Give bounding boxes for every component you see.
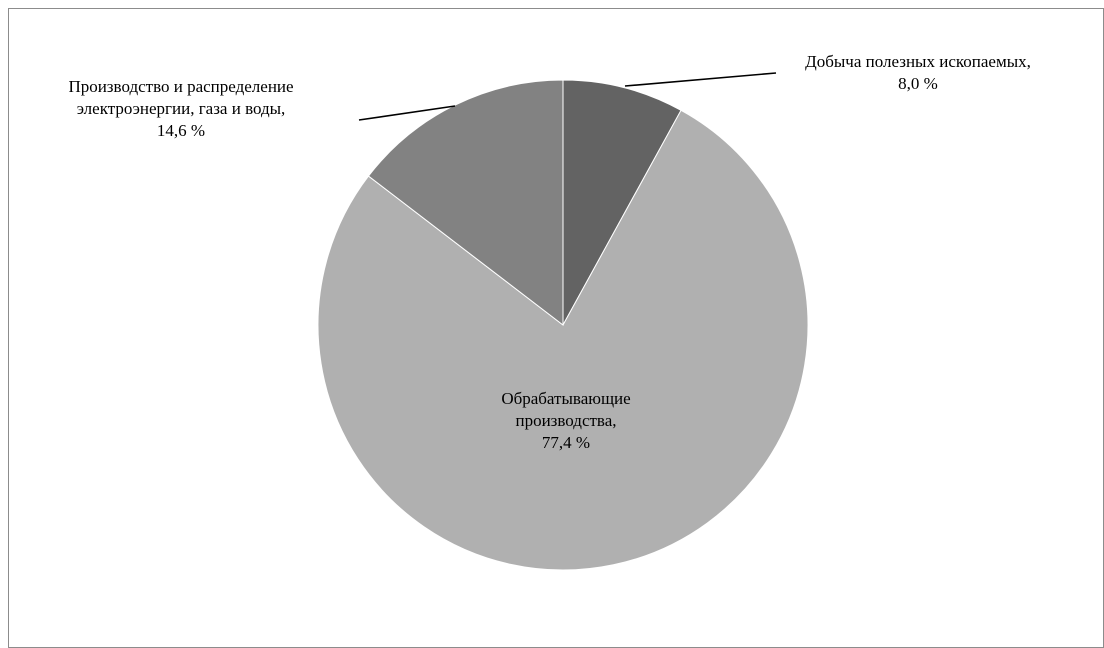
leader-line-3 [358, 105, 456, 121]
slice-label-line: электроэнергии, газа и воды, [77, 99, 286, 118]
slice-label-1: Добыча полезных ископаемых, 8,0 % [805, 52, 1031, 93]
slice-label-line: Добыча полезных ископаемых, [805, 52, 1031, 71]
slice-label-line: Производство и распределение [68, 77, 293, 96]
pie-slice-1 [562, 79, 682, 326]
leader-lines [358, 72, 777, 121]
slice-label-line: производства, [515, 411, 616, 430]
slice-labels: Добыча полезных ископаемых, 8,0 % Обрабаты… [68, 52, 1030, 452]
pie-chart: Добыча полезных ископаемых, 8,0 % Обрабаты… [68, 52, 1031, 571]
slice-label-3: Производство и распределение электроэнерг… [68, 77, 293, 140]
slice-label-line: 8,0 % [898, 74, 938, 93]
pie-slice-2 [317, 109, 809, 571]
slice-label-line: 14,6 % [157, 121, 205, 140]
slice-label-2: Обрабатывающие производства, 77,4 % [501, 389, 630, 452]
slice-label-line: 77,4 % [542, 433, 590, 452]
slice-label-line: Обрабатывающие [501, 389, 630, 408]
leader-line-1 [624, 72, 777, 87]
pie-slices [317, 79, 809, 571]
